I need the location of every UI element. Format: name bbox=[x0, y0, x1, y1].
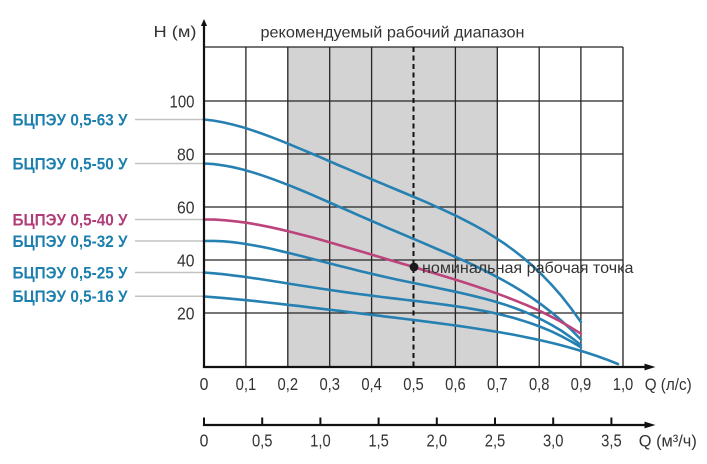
svg-text:60: 60 bbox=[177, 197, 195, 217]
svg-text:0,6: 0,6 bbox=[445, 374, 466, 394]
svg-text:1,0: 1,0 bbox=[613, 374, 634, 394]
svg-text:1,5: 1,5 bbox=[368, 431, 389, 451]
svg-text:0,1: 0,1 bbox=[236, 374, 257, 394]
svg-text:номинальная рабочая точка: номинальная рабочая точка bbox=[422, 260, 634, 277]
svg-text:БЦПЭУ 0,5-25 У: БЦПЭУ 0,5-25 У bbox=[13, 265, 129, 283]
svg-text:20: 20 bbox=[177, 303, 195, 323]
svg-text:рекомендуемый рабочий диапазон: рекомендуемый рабочий диапазон bbox=[261, 24, 525, 41]
svg-text:40: 40 bbox=[177, 250, 195, 270]
svg-text:3,5: 3,5 bbox=[601, 431, 622, 451]
svg-text:Q (л/с): Q (л/с) bbox=[645, 375, 692, 394]
svg-text:БЦПЭУ 0,5-63 У: БЦПЭУ 0,5-63 У bbox=[13, 112, 129, 130]
svg-text:0,8: 0,8 bbox=[529, 374, 550, 394]
svg-text:0: 0 bbox=[200, 374, 209, 394]
svg-text:БЦПЭУ 0,5-16 У: БЦПЭУ 0,5-16 У bbox=[13, 288, 129, 306]
svg-text:1,0: 1,0 bbox=[310, 431, 331, 451]
svg-text:2,0: 2,0 bbox=[427, 431, 448, 451]
svg-text:0,4: 0,4 bbox=[361, 374, 382, 394]
svg-text:0,2: 0,2 bbox=[278, 374, 299, 394]
svg-text:Q (м³/ч): Q (м³/ч) bbox=[639, 432, 697, 451]
svg-text:БЦПЭУ 0,5-32 У: БЦПЭУ 0,5-32 У bbox=[13, 233, 129, 251]
svg-text:Н (м): Н (м) bbox=[154, 24, 197, 41]
svg-text:БЦПЭУ 0,5-50 У: БЦПЭУ 0,5-50 У bbox=[13, 156, 129, 174]
svg-text:100: 100 bbox=[170, 91, 195, 111]
svg-text:80: 80 bbox=[177, 144, 195, 164]
svg-text:0,5: 0,5 bbox=[403, 374, 424, 394]
svg-text:0,3: 0,3 bbox=[319, 374, 340, 394]
svg-text:БЦПЭУ 0,5-40 У: БЦПЭУ 0,5-40 У bbox=[13, 212, 129, 230]
svg-text:3,0: 3,0 bbox=[543, 431, 564, 451]
svg-text:0,9: 0,9 bbox=[571, 374, 592, 394]
svg-text:0,7: 0,7 bbox=[487, 374, 508, 394]
svg-text:0: 0 bbox=[200, 431, 209, 451]
svg-text:0,5: 0,5 bbox=[252, 431, 273, 451]
svg-text:2,5: 2,5 bbox=[485, 431, 506, 451]
